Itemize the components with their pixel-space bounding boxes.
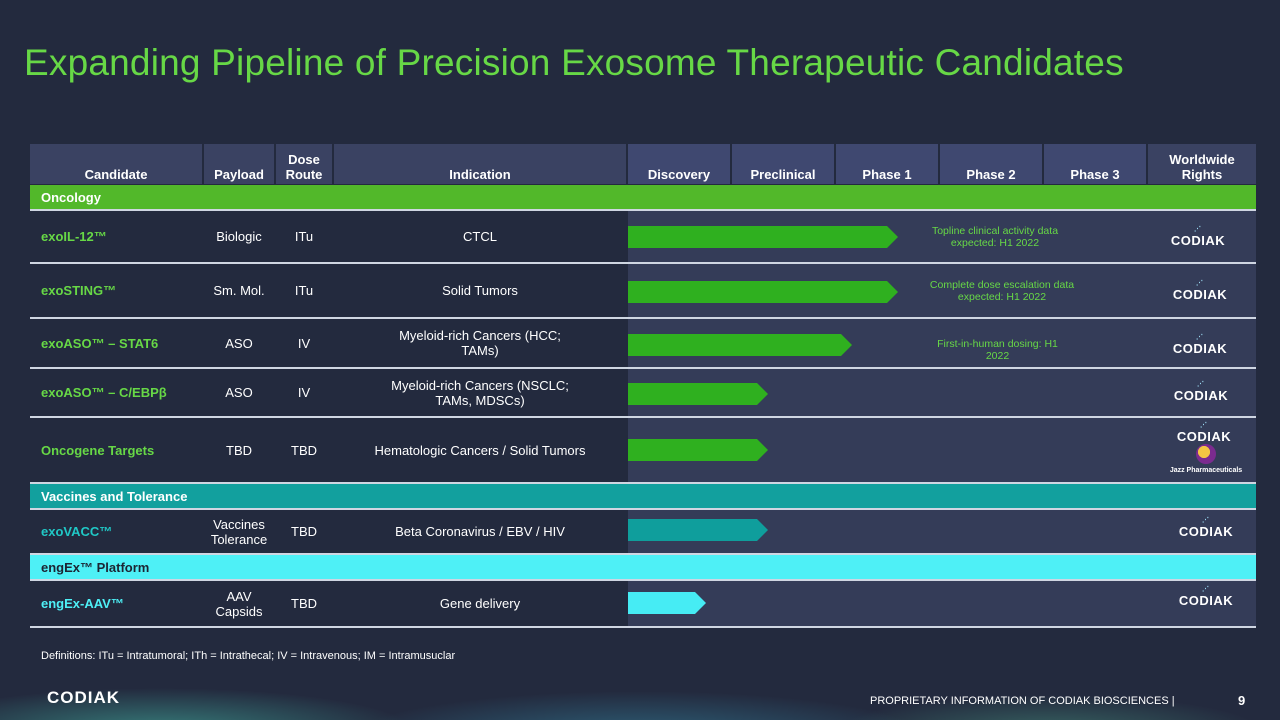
payload-cell: AAV Capsids bbox=[204, 581, 274, 626]
header-discovery: Discovery bbox=[628, 144, 730, 184]
header-rights-label: Worldwide Rights bbox=[1169, 152, 1235, 182]
payload-cell: TBD bbox=[226, 442, 252, 458]
header-worldwide-rights: Worldwide Rights bbox=[1148, 144, 1256, 184]
rights-label: CODIAK bbox=[1170, 233, 1226, 248]
progress-arrow bbox=[628, 334, 852, 356]
candidate-exosting: exoSTING™ bbox=[41, 283, 117, 298]
rights-shade-vaccines bbox=[1148, 508, 1256, 555]
row-divider bbox=[30, 579, 1256, 581]
progress-arrow bbox=[628, 281, 898, 303]
timeline-shade-engex bbox=[628, 579, 1148, 626]
jazz-pharmaceuticals-label: Jazz Pharmaceuticals bbox=[1169, 467, 1243, 474]
footer-codiak-logo: CODIAK bbox=[47, 688, 121, 707]
payload-cell: Sm. Mol. bbox=[213, 283, 265, 298]
route-cell: ITu bbox=[294, 283, 314, 298]
payload-cell: ASO bbox=[225, 385, 253, 400]
route-cell: TBD bbox=[291, 524, 317, 539]
background-glow bbox=[0, 620, 1280, 720]
row-divider bbox=[30, 482, 1256, 484]
payload-cell: ASO bbox=[225, 335, 253, 351]
codiak-logo: ⋰ CODIAK bbox=[1178, 586, 1234, 608]
progress-arrow-shape bbox=[628, 226, 898, 248]
progress-arrow-shape bbox=[628, 519, 768, 541]
codiak-logo: ⋰ CODIAK bbox=[1176, 422, 1232, 444]
payload-label: AAV Capsids bbox=[215, 588, 263, 619]
codiak-logo: ⋰ CODIAK bbox=[1170, 226, 1226, 248]
indication-cell: Solid Tumors bbox=[442, 283, 518, 298]
milestone-note: Topline clinical activity data expected:… bbox=[931, 225, 1059, 249]
rights-shade-oncology bbox=[1148, 209, 1256, 484]
route-cell: ITu bbox=[294, 229, 314, 244]
header-dose-route-label: Dose Route bbox=[285, 152, 323, 182]
codiak-logo: ⋰ CODIAK bbox=[1172, 280, 1228, 302]
header-phase-1: Phase 1 bbox=[836, 144, 938, 184]
rights-shade-engex bbox=[1148, 579, 1256, 626]
row-divider bbox=[30, 626, 1256, 628]
jazz-logo-icon bbox=[1196, 444, 1216, 464]
indication-cell: Beta Coronavirus / EBV / HIV bbox=[395, 524, 565, 539]
progress-arrow-shape bbox=[628, 383, 768, 405]
progress-arrow-shape bbox=[628, 334, 852, 356]
row-divider bbox=[30, 416, 1256, 418]
indication-cell: Myeloid-rich Cancers (NSCLC; TAMs, MDSCs… bbox=[391, 377, 569, 408]
header-dose-route: Dose Route bbox=[276, 144, 332, 184]
candidate-exoaso-stat6: exoASO™ – STAT6 bbox=[41, 335, 159, 351]
rights-label: CODIAK bbox=[1176, 429, 1232, 444]
milestone-note: Complete dose escalation data expected: … bbox=[929, 279, 1075, 303]
header-phase-3: Phase 3 bbox=[1044, 144, 1146, 184]
milestone-note: First-in-human dosing: H1 2022 bbox=[937, 338, 1058, 362]
codiak-logo: ⋰ CODIAK bbox=[1178, 517, 1234, 539]
proprietary-notice: PROPRIETARY INFORMATION OF CODIAK BIOSCI… bbox=[870, 695, 1175, 707]
payload-cell: Biologic bbox=[216, 229, 262, 244]
candidate-oncogene-targets: Oncogene Targets bbox=[41, 442, 155, 458]
header-payload: Payload bbox=[204, 144, 274, 184]
progress-arrow-shape bbox=[628, 281, 898, 303]
indication-cell: Myeloid-rich Cancers (HCC; TAMs) bbox=[399, 328, 561, 358]
candidate-exoil-12: exoIL-12™ bbox=[41, 229, 107, 244]
row-divider bbox=[30, 209, 1256, 211]
row-divider bbox=[30, 508, 1256, 510]
rights-label: CODIAK bbox=[1178, 593, 1234, 608]
progress-arrow-shape bbox=[628, 439, 768, 461]
definitions-note: Definitions: ITu = Intratumoral; ITh = I… bbox=[41, 650, 456, 662]
codiak-logo: ⋰ CODIAK bbox=[1172, 334, 1228, 356]
section-vaccines-tolerance: Vaccines and Tolerance bbox=[30, 484, 1256, 508]
progress-arrow bbox=[628, 439, 768, 461]
indication-cell: Hematologic Cancers / Solid Tumors bbox=[374, 442, 586, 458]
progress-arrow-shape bbox=[628, 592, 706, 614]
rights-label: CODIAK bbox=[1178, 524, 1234, 539]
route-cell: IV bbox=[297, 385, 311, 400]
indication-cell: CTCL bbox=[463, 229, 497, 244]
row-divider bbox=[30, 367, 1256, 369]
candidate-engex-aav: engEx-AAV™ bbox=[41, 596, 124, 611]
section-oncology: Oncology bbox=[30, 185, 1256, 209]
payload-cell: Vaccines Tolerance bbox=[204, 510, 274, 553]
row-divider bbox=[30, 553, 1256, 555]
route-cell: TBD bbox=[291, 442, 317, 458]
header-preclinical: Preclinical bbox=[732, 144, 834, 184]
route-cell: TBD bbox=[291, 596, 317, 611]
route-cell: IV bbox=[297, 335, 311, 351]
rights-label: CODIAK bbox=[1173, 388, 1229, 403]
header-phase-2: Phase 2 bbox=[940, 144, 1042, 184]
progress-arrow bbox=[628, 226, 898, 248]
row-divider bbox=[30, 317, 1256, 319]
candidate-exoaso-cebpb: exoASO™ – C/EBPβ bbox=[41, 385, 167, 400]
progress-arrow bbox=[628, 592, 706, 614]
section-engex-platform: engEx™ Platform bbox=[30, 555, 1256, 579]
candidate-exovacc: exoVACC™ bbox=[41, 524, 113, 539]
rights-label: CODIAK bbox=[1172, 341, 1228, 356]
row-divider bbox=[30, 262, 1256, 264]
page-number: 9 bbox=[1238, 693, 1246, 708]
page-title: Expanding Pipeline of Precision Exosome … bbox=[24, 42, 1124, 83]
header-candidate: Candidate bbox=[30, 144, 202, 184]
rights-label: CODIAK bbox=[1172, 287, 1228, 302]
progress-arrow bbox=[628, 519, 768, 541]
codiak-logo: ⋰ CODIAK bbox=[1173, 381, 1229, 403]
header-indication: Indication bbox=[334, 144, 626, 184]
progress-arrow bbox=[628, 383, 768, 405]
indication-cell: Gene delivery bbox=[439, 596, 521, 611]
payload-label: Vaccines Tolerance bbox=[210, 516, 268, 547]
